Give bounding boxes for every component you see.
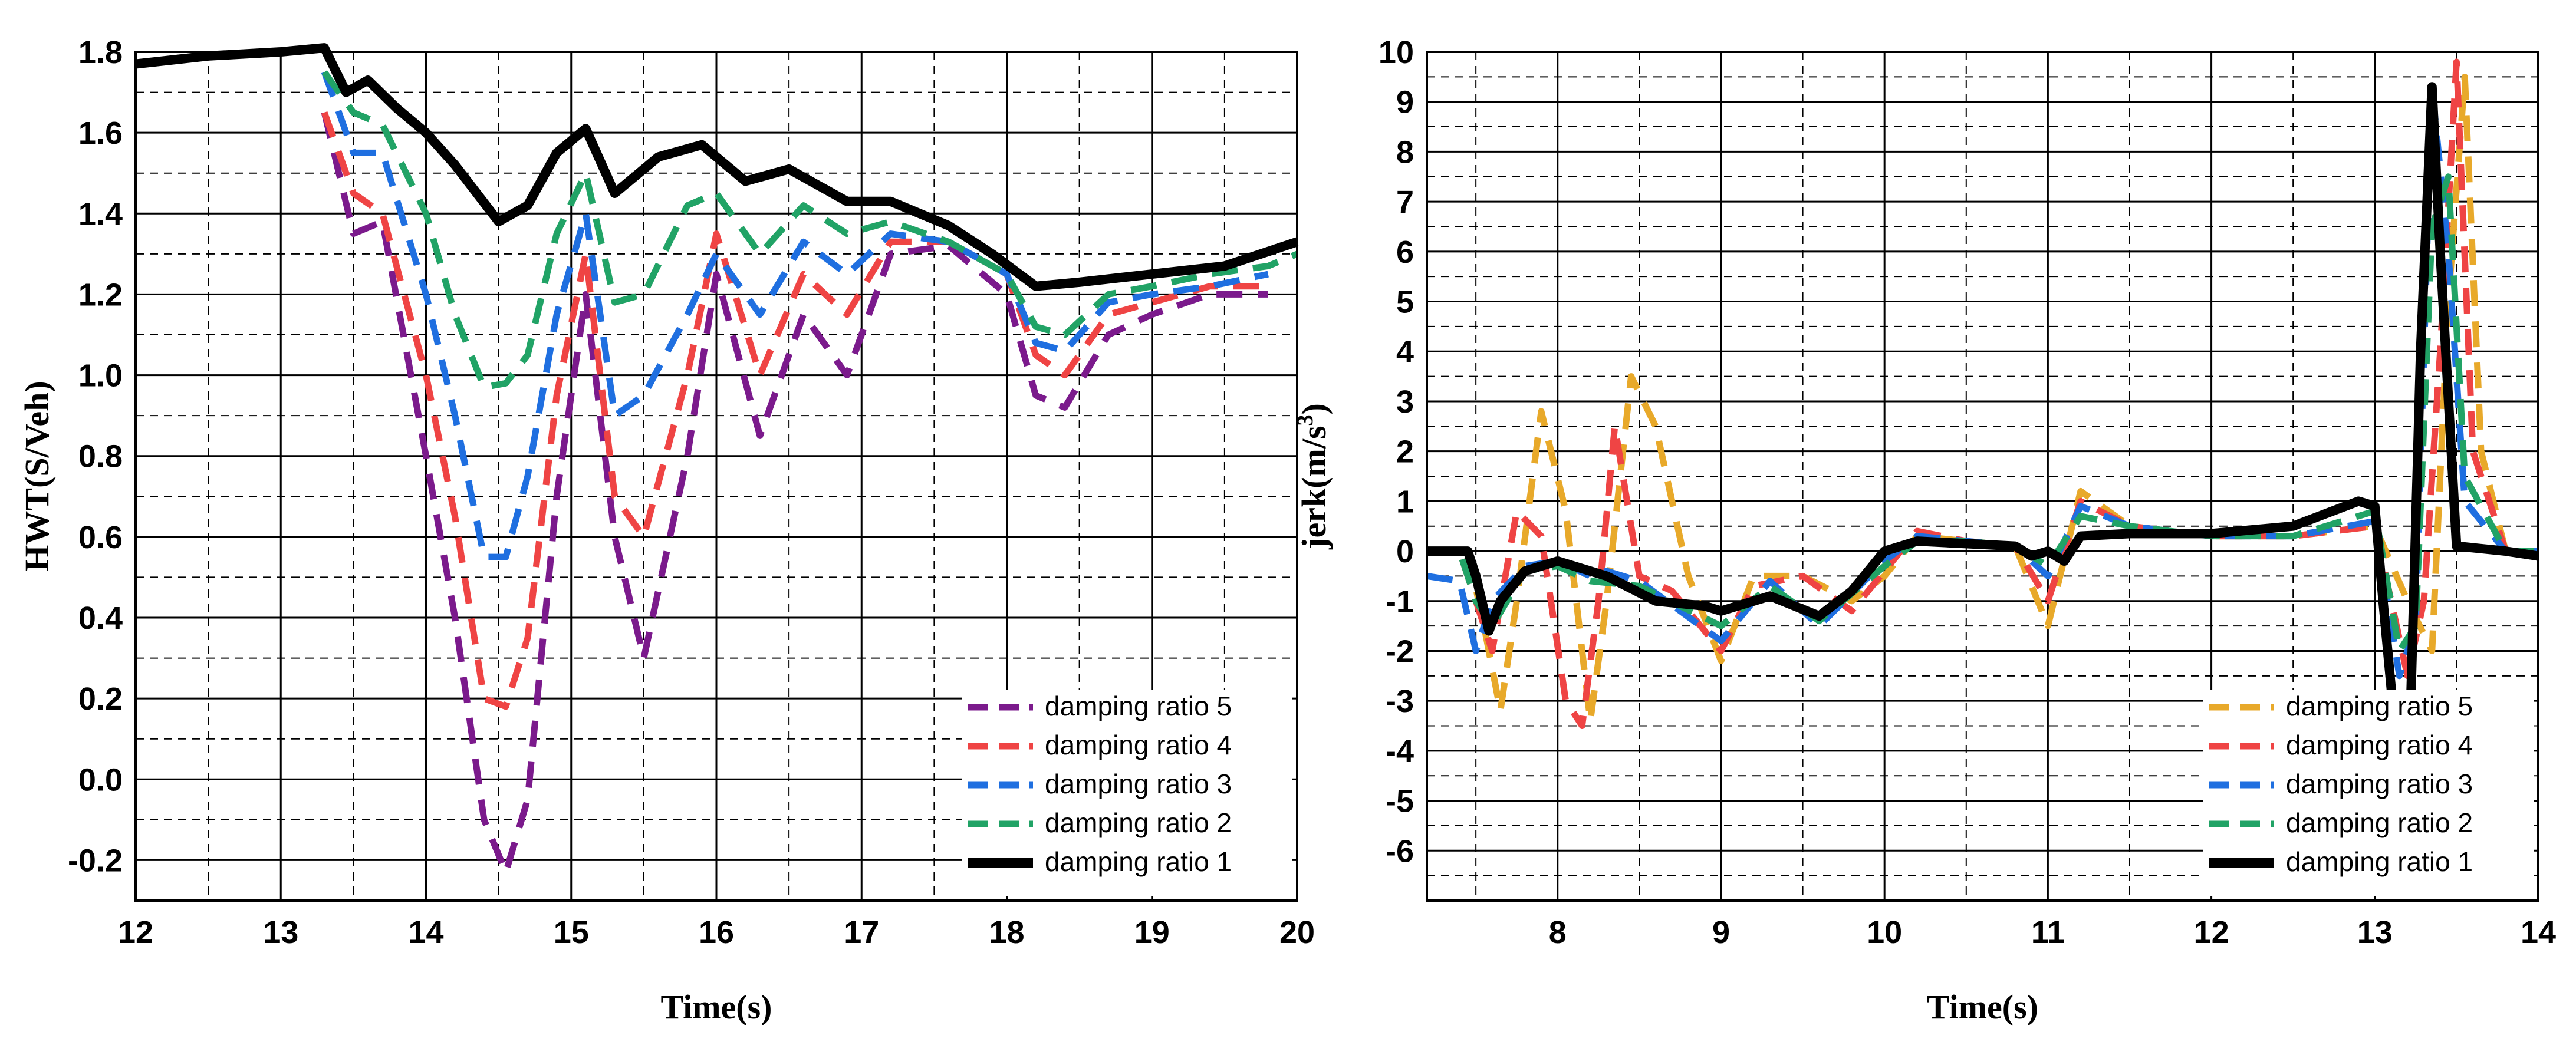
y-tick-label: 0.2 (78, 681, 123, 717)
y-tick-label: 6 (1396, 235, 1414, 270)
x-tick-label: 17 (844, 915, 879, 950)
legend-item: damping ratio 1 (968, 846, 1232, 877)
x-tick-label: 13 (263, 915, 298, 950)
x-tick-label: 18 (989, 915, 1024, 950)
y-tick-label: 3 (1396, 384, 1414, 420)
series-group (1426, 58, 2539, 781)
x-tick-labels: 8 9 10 11 12 13 14 (1549, 915, 2556, 950)
legend: damping ratio 5 damping ratio 4 damping ra… (2203, 690, 2534, 896)
y-tick-label: 1.8 (78, 35, 123, 70)
y-tick-label: 1.6 (78, 116, 123, 151)
plot-frame (134, 51, 1298, 902)
legend-item: damping ratio 5 (2209, 691, 2473, 721)
x-tick-label: 15 (554, 915, 589, 950)
series-line-damping-ratio-1 (135, 43, 1299, 291)
series-group (135, 43, 1299, 876)
y-tick-label: -3 (1386, 684, 1414, 719)
x-tick-label: 8 (1549, 915, 1567, 950)
series-line-damping-ratio-3 (321, 71, 1269, 560)
series-line-damping-ratio-2 (1427, 173, 2538, 654)
x-tick-label: 10 (1867, 915, 1902, 950)
y-tick-label: -1 (1386, 584, 1414, 619)
plot-frame (1426, 51, 2539, 902)
y-tick-label: 1.2 (78, 277, 123, 312)
x-tick-label: 12 (118, 915, 153, 950)
series-line-damping-ratio-2 (321, 70, 1299, 391)
legend-label: damping ratio 5 (1045, 691, 1232, 721)
y-tick-label: 1 (1396, 484, 1414, 519)
y-axis-title: jerk(m/s3) (1293, 403, 1333, 550)
y-tick-label: -4 (1386, 734, 1414, 769)
y-tick-label: 1.0 (78, 358, 123, 394)
legend-item: damping ratio 4 (968, 730, 1232, 760)
series-line-damping-ratio-3 (1426, 83, 2538, 680)
x-tick-label: 14 (408, 915, 443, 950)
hwt-chart: 12 13 14 15 16 17 18 19 20 -0.2 0.0 0.2 0.4 0.6 0.8 1.0… (18, 35, 1315, 1026)
legend-label: damping ratio 4 (1045, 730, 1232, 760)
x-tick-label: 9 (1712, 915, 1730, 950)
x-tick-label: 20 (1279, 915, 1315, 950)
x-axis-title: Time(s) (660, 988, 772, 1026)
y-tick-labels: -6 -5 -4 -3 -2 -1 0 1 2 3 4 5 6 7 8 9 10 (1379, 35, 1414, 869)
legend-item: damping ratio 4 (2209, 730, 2473, 760)
y-tick-label: 1.4 (78, 196, 123, 232)
x-tick-label: 14 (2521, 915, 2556, 950)
x-axis-title: Time(s) (1927, 988, 2038, 1026)
x-tick-label: 12 (2194, 915, 2229, 950)
legend-label: damping ratio 3 (1045, 769, 1232, 799)
y-tick-label: 0.8 (78, 439, 123, 474)
legend-item: damping ratio 5 (968, 691, 1232, 721)
legend-item: damping ratio 3 (2209, 769, 2473, 799)
y-tick-label: -2 (1386, 634, 1414, 669)
x-tick-label: 11 (2031, 915, 2065, 950)
legend-label: damping ratio 2 (1045, 807, 1232, 838)
y-tick-label: 8 (1396, 134, 1414, 170)
series-line-damping-ratio-4 (321, 111, 1268, 710)
y-tick-label: 0.0 (78, 762, 123, 797)
y-tick-label: 0.6 (78, 520, 123, 555)
legend-item: damping ratio 3 (968, 769, 1232, 799)
legend-label: damping ratio 1 (1045, 846, 1232, 877)
x-tick-label: 19 (1134, 915, 1170, 950)
y-tick-label: -5 (1386, 784, 1414, 819)
legend-item: damping ratio 2 (968, 807, 1232, 838)
y-tick-label: -6 (1386, 833, 1414, 869)
series-line-damping-ratio-5 (321, 111, 1268, 876)
legend-label: damping ratio 5 (2286, 691, 2473, 721)
y-tick-label: 0 (1396, 534, 1414, 569)
y-axis-title: HWT(S/Veh) (18, 381, 56, 571)
x-tick-label: 16 (699, 915, 734, 950)
y-tick-label: 4 (1396, 334, 1414, 370)
legend-label: damping ratio 3 (2286, 769, 2473, 799)
legend-label: damping ratio 2 (2286, 807, 2473, 838)
legend-label: damping ratio 1 (2286, 846, 2473, 877)
legend: damping ratio 5 damping ratio 4 damping ra… (962, 690, 1292, 896)
y-tick-label: 7 (1396, 184, 1414, 220)
y-tick-labels: -0.2 0.0 0.2 0.4 0.6 0.8 1.0 1.2 1.4 1.6 1.8 (68, 35, 123, 878)
legend-item: damping ratio 2 (2209, 807, 2473, 838)
y-tick-label: 5 (1396, 285, 1414, 320)
series-line-damping-ratio-1 (1427, 82, 2539, 781)
legend-label: damping ratio 4 (2286, 730, 2473, 760)
y-tick-label: 9 (1396, 85, 1414, 120)
x-tick-labels: 12 13 14 15 16 17 18 19 20 (118, 915, 1315, 950)
y-tick-label: 0.4 (78, 601, 123, 636)
series-line-damping-ratio-5 (1427, 73, 2538, 724)
y-tick-label: 2 (1396, 434, 1414, 470)
x-tick-label: 13 (2357, 915, 2393, 950)
legend-item: damping ratio 1 (2209, 846, 2473, 877)
y-tick-label: -0.2 (68, 843, 123, 878)
y-tick-label: 10 (1379, 35, 1414, 70)
jerk-chart: 8 9 10 11 12 13 14-6-5-4-3-2-1012345678910Time… (1293, 35, 2556, 1026)
